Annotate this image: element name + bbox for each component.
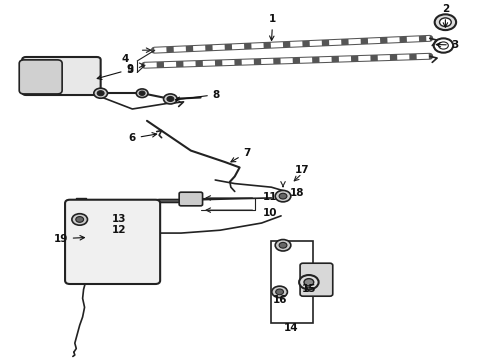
- Text: 4: 4: [122, 54, 129, 64]
- FancyBboxPatch shape: [19, 60, 62, 94]
- FancyBboxPatch shape: [22, 57, 101, 95]
- Text: 18: 18: [289, 188, 303, 198]
- Text: 15: 15: [302, 284, 316, 294]
- Circle shape: [275, 289, 283, 295]
- Bar: [271, 241, 312, 323]
- Text: 11: 11: [262, 192, 277, 202]
- Circle shape: [94, 88, 107, 98]
- Circle shape: [275, 239, 290, 251]
- Circle shape: [439, 18, 450, 27]
- FancyBboxPatch shape: [179, 192, 202, 206]
- FancyBboxPatch shape: [65, 200, 160, 284]
- Circle shape: [271, 286, 287, 298]
- Circle shape: [76, 217, 83, 222]
- Text: 6: 6: [128, 132, 156, 143]
- Circle shape: [72, 214, 87, 225]
- Text: 7: 7: [230, 148, 250, 162]
- Circle shape: [163, 94, 177, 104]
- Circle shape: [279, 242, 286, 248]
- Text: 17: 17: [294, 165, 309, 175]
- Circle shape: [434, 14, 455, 30]
- Text: 19: 19: [53, 234, 84, 244]
- Text: 8: 8: [175, 90, 220, 102]
- Text: 9: 9: [97, 64, 133, 80]
- Circle shape: [299, 275, 318, 289]
- FancyBboxPatch shape: [300, 263, 332, 296]
- Text: 10: 10: [262, 208, 277, 218]
- Text: 14: 14: [284, 323, 298, 333]
- Circle shape: [166, 96, 173, 102]
- Circle shape: [275, 190, 290, 202]
- Text: 16: 16: [272, 295, 286, 305]
- Circle shape: [279, 193, 286, 199]
- Text: 3: 3: [435, 40, 458, 50]
- Circle shape: [136, 89, 148, 98]
- Circle shape: [97, 91, 104, 96]
- Text: 12: 12: [112, 225, 126, 235]
- Circle shape: [304, 279, 313, 286]
- Text: 13: 13: [112, 214, 126, 224]
- Circle shape: [139, 91, 145, 95]
- Text: 2: 2: [441, 4, 448, 27]
- Text: 5: 5: [126, 64, 134, 75]
- Text: 1: 1: [268, 14, 276, 40]
